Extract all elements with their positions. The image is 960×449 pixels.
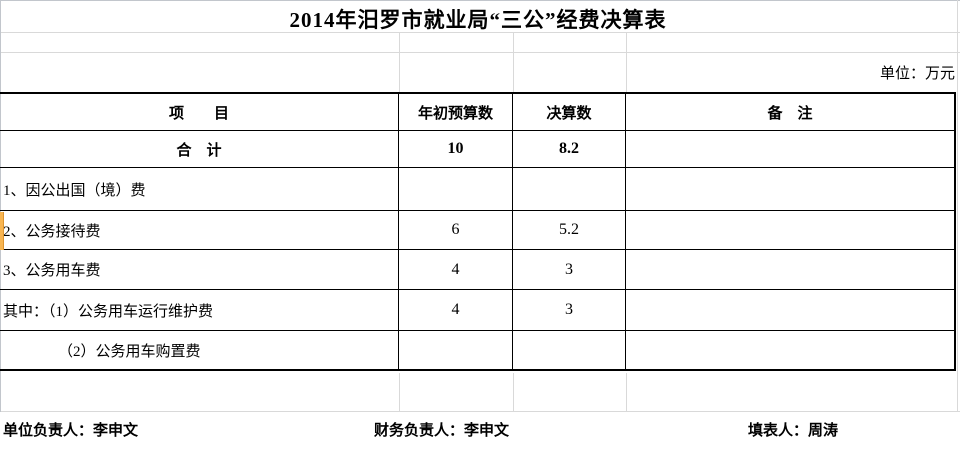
- header-remark[interactable]: 备 注: [767, 105, 813, 122]
- cell-final[interactable]: 8.2: [513, 131, 626, 167]
- table-header-row: 项 目 年初预算数 决算数 备 注: [0, 94, 954, 131]
- page-title: 2014年汨罗市就业局“三公”经费决算表: [289, 8, 667, 32]
- cell-item[interactable]: 合 计: [0, 131, 399, 167]
- cell-final[interactable]: 3: [513, 290, 626, 330]
- signature-preparer: 填表人：周涛: [748, 423, 839, 439]
- table-row-total: 合 计 10 8.2: [0, 131, 954, 168]
- gridline: [513, 32, 514, 92]
- gridline: [957, 0, 958, 411]
- cell-item[interactable]: 1、因公出国（境）费: [0, 168, 399, 210]
- sheet-left-edge: [0, 0, 1, 412]
- cell-budget[interactable]: [399, 168, 513, 210]
- cell-final[interactable]: 5.2: [513, 211, 626, 249]
- cell-item[interactable]: （2）公务用车购置费: [0, 331, 399, 369]
- signature-finance-head: 财务负责人：李申文: [374, 423, 510, 439]
- expenses-table: 项 目 年初预算数 决算数 备 注 合 计 10 8.2 1、因公出国（境）费 …: [0, 92, 956, 371]
- header-budget[interactable]: 年初预算数: [399, 94, 513, 130]
- gridline: [626, 373, 627, 411]
- cell-budget[interactable]: 4: [399, 250, 513, 289]
- gridline: [513, 373, 514, 411]
- cell-final[interactable]: 3: [513, 250, 626, 289]
- table-row: 1、因公出国（境）费: [0, 168, 954, 211]
- cell-remark[interactable]: [626, 331, 954, 369]
- cell-item[interactable]: 其中：（1）公务用车运行维护费: [0, 290, 399, 330]
- table-row: 3、公务用车费 4 3: [0, 250, 954, 290]
- cell-remark[interactable]: [626, 290, 954, 330]
- gridline: [399, 32, 400, 92]
- cell-remark[interactable]: [626, 250, 954, 289]
- gridline: [399, 373, 400, 411]
- cell-final[interactable]: [513, 168, 626, 210]
- cell-budget[interactable]: 10: [399, 131, 513, 167]
- cell-item[interactable]: 2、公务接待费: [0, 211, 399, 249]
- cell-remark[interactable]: [626, 168, 954, 210]
- gridline: [0, 32, 960, 33]
- table-row: 其中：（1）公务用车运行维护费 4 3: [0, 290, 954, 331]
- header-item[interactable]: 项 目: [0, 94, 399, 130]
- unit-note: 单位：万元: [879, 66, 955, 82]
- cell-remark[interactable]: [626, 131, 954, 167]
- header-final[interactable]: 决算数: [513, 94, 626, 130]
- cell-item[interactable]: 3、公务用车费: [0, 250, 399, 289]
- cell-budget[interactable]: [399, 331, 513, 369]
- cell-budget[interactable]: 4: [399, 290, 513, 330]
- table-row: （2）公务用车购置费: [0, 331, 954, 369]
- cell-budget[interactable]: 6: [399, 211, 513, 249]
- table-row: 2、公务接待费 6 5.2: [0, 211, 954, 250]
- row-selection-marker: [0, 212, 4, 250]
- gridline: [0, 0, 960, 1]
- cell-remark[interactable]: [626, 211, 954, 249]
- gridline: [626, 32, 627, 92]
- gridline: [0, 52, 960, 53]
- signature-unit-head: 单位负责人：李申文: [3, 423, 139, 439]
- cell-final[interactable]: [513, 331, 626, 369]
- gridline: [0, 411, 960, 412]
